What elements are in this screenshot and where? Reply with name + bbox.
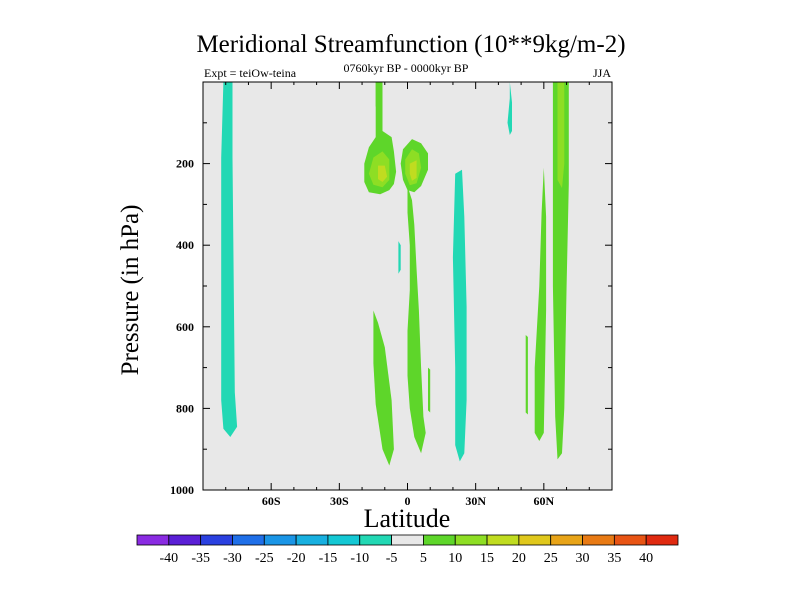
colorbar: -40 -35 -30 -25 -20 -15 -10 -5 5 10 15 20 25 30 35 40 (136, 534, 679, 566)
contour-region-equator-core-15 (409, 160, 417, 181)
colorbar-label: 30 (576, 551, 590, 566)
colorbar-label: -25 (255, 551, 274, 566)
colorbar-label: 10 (448, 551, 462, 566)
colorbar-swatch (486, 534, 520, 546)
contour-region-nh-midlat-positive-column (534, 167, 547, 441)
x-tick-label: 30N (465, 494, 486, 508)
colorbar-label: -15 (319, 551, 338, 566)
colorbar-swatch (168, 534, 202, 546)
contour-region-sh-subtropic-core-15 (378, 165, 388, 182)
colorbar-label: -5 (386, 551, 398, 566)
plot-background (203, 82, 612, 490)
contour-region-equator-small-negative (398, 241, 401, 274)
colorbar-swatch (327, 534, 361, 546)
colorbar-swatch (263, 534, 297, 546)
contour-region-nh-small-negative-top (507, 82, 512, 135)
colorbar-swatch (582, 534, 615, 546)
contour-region-nh-highlat-core-10 (557, 82, 565, 189)
contour-region-sh-tropic-positive-column (373, 310, 394, 466)
contour-region-equator-positive-column (407, 186, 426, 454)
contour-regions (221, 82, 569, 466)
x-tick-label: 60N (533, 494, 554, 508)
colorbar-label: 25 (544, 551, 558, 566)
plot-area: 60S 30S 0 30N 60N 200 400 600 800 1000 (170, 81, 613, 508)
y-tick-label: 200 (176, 157, 194, 171)
colorbar-label: 5 (420, 551, 427, 566)
y-tick-label: 1000 (170, 483, 194, 497)
y-tick-label: 400 (176, 238, 194, 252)
y-tick-label: 800 (176, 401, 194, 415)
x-tick-label: 60S (262, 494, 281, 508)
colorbar-label: -10 (350, 551, 369, 566)
colorbar-swatch (613, 534, 647, 546)
colorbar-swatch (232, 534, 265, 546)
experiment-label: Expt = teiOw-teina (204, 66, 297, 80)
y-axis-label: Pressure (in hPa) (117, 205, 144, 376)
season-label: JJA (593, 66, 611, 80)
colorbar-swatch (200, 534, 233, 546)
colorbar-swatch (391, 534, 424, 546)
period-label: 0760kyr BP - 0000kyr BP (344, 61, 469, 75)
contour-region-nh-highlat-positive-column (552, 82, 569, 460)
y-tick-label: 600 (176, 320, 194, 334)
contour-region-nh-subtropic-negative-column (452, 169, 467, 462)
colorbar-swatch (454, 534, 488, 546)
colorbar-label: -30 (223, 551, 242, 566)
colorbar-swatch (518, 534, 552, 546)
colorbar-label: -40 (159, 551, 178, 566)
chart-title: Meridional Streamfunction (10**9kg/m-2) (196, 31, 625, 58)
colorbar-swatch (423, 534, 456, 546)
colorbar-swatch (136, 534, 170, 546)
contour-region-nh-small-positive-sliver (428, 367, 431, 413)
colorbar-label: -20 (287, 551, 306, 566)
colorbar-swatch (295, 534, 329, 546)
colorbar-label: -35 (191, 551, 210, 566)
colorbar-label: 35 (607, 551, 621, 566)
colorbar-label: 15 (480, 551, 494, 566)
contour-region-sh-thin-positive-top (375, 82, 381, 107)
colorbar-swatch (359, 534, 392, 546)
x-tick-label: 0 (405, 494, 411, 508)
colorbar-swatch (645, 534, 679, 546)
colorbar-label: 40 (639, 551, 653, 566)
x-axis-ticks: 60S 30S 0 30N 60N (225, 82, 590, 508)
x-tick-label: 30S (330, 494, 349, 508)
colorbar-swatch (550, 534, 583, 546)
contour-region-nh-midlat-positive-sliver (525, 335, 528, 415)
y-axis-ticks: 200 400 600 800 1000 (170, 122, 612, 497)
colorbar-label: 20 (512, 551, 526, 566)
contour-region-sh-high-lat-negative-band (221, 82, 238, 437)
x-axis-label: Latitude (364, 504, 451, 533)
